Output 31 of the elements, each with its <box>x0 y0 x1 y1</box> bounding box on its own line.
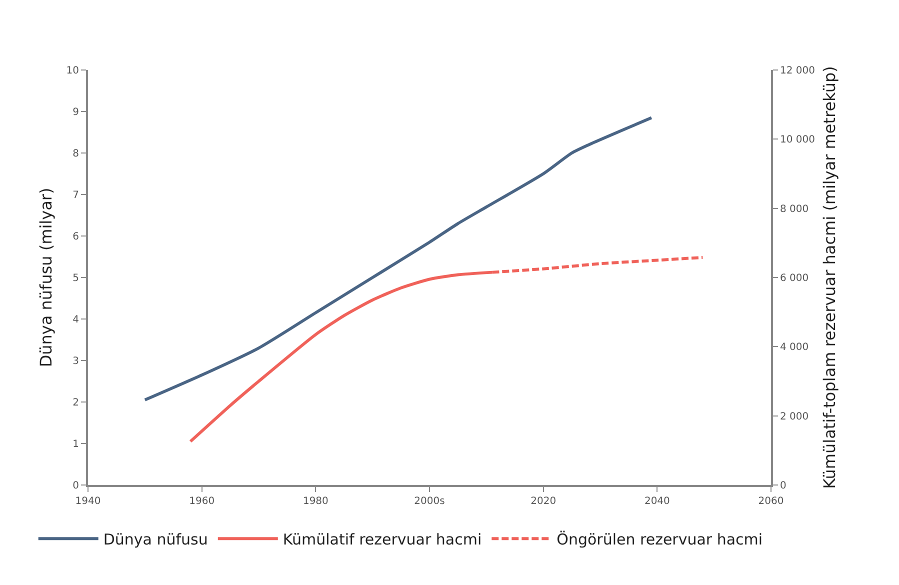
y2-tick-label: 8 000 <box>780 204 809 215</box>
y2-tick-label: 2 000 <box>780 411 809 422</box>
y-tick-label: 3 <box>72 356 79 367</box>
x-tick-label: 2020 <box>530 496 556 507</box>
y-tick-label: 9 <box>72 107 79 118</box>
y-tick-label: 2 <box>72 398 79 408</box>
y-tick-label: 8 <box>72 148 79 160</box>
y2-tick-label: 4 000 <box>780 342 809 354</box>
y-tick-label: 4 <box>72 314 79 326</box>
legend-label: Öngörülen rezervuar hacmi <box>556 530 763 548</box>
y2-tick-label: 6 000 <box>780 273 809 284</box>
x-tick-label: 2000s <box>414 496 445 507</box>
x-tick-label: 2060 <box>758 496 784 507</box>
y-tick-label: 10 <box>66 66 79 76</box>
y2-tick-label: 10 000 <box>780 134 815 146</box>
y-tick-label: 0 <box>72 480 79 492</box>
y-axis-title: Dünya nüfusu (milyar) <box>36 188 56 368</box>
y-tick-label: 5 <box>72 273 79 284</box>
y2-tick-label: 12 000 <box>780 66 815 76</box>
y2-tick-label: 0 <box>780 480 786 492</box>
x-tick-label: 2040 <box>644 496 670 507</box>
x-tick-label: 1940 <box>75 496 101 507</box>
y-tick-label: 6 <box>72 232 79 242</box>
legend-label: Dünya nüfusu <box>103 530 208 548</box>
y2-axis-title: Kümülatif-toplam rezervuar hacmi (milyar metreküp) <box>820 66 840 489</box>
x-tick-label: 1960 <box>189 496 215 507</box>
y-tick-label: 1 <box>72 439 79 450</box>
y-tick-label: 7 <box>72 190 79 201</box>
line-series <box>143 116 653 402</box>
legend-label: Kümülatif rezervuar hacmi <box>282 530 482 548</box>
x-tick-label: 1980 <box>302 496 328 507</box>
